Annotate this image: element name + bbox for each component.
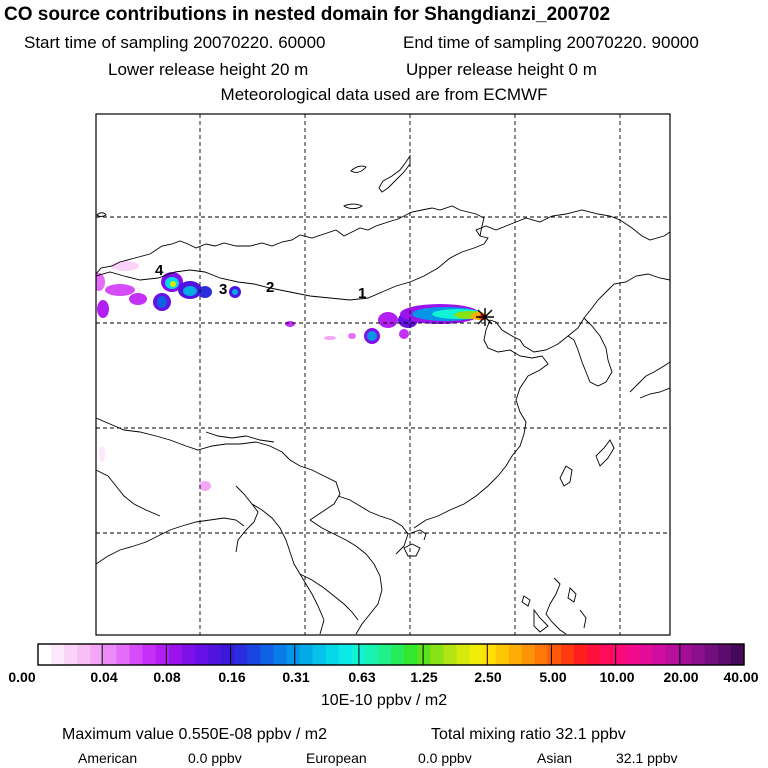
tick-label: 0.04: [90, 669, 118, 685]
color-swatch: [456, 644, 471, 665]
meteorological-source: Meteorological data used are from ECMWF: [220, 85, 548, 104]
color-swatch: [508, 644, 523, 665]
color-swatch: [404, 644, 418, 665]
color-swatch: [51, 644, 65, 665]
color-swatch: [717, 644, 732, 665]
color-swatch: [730, 644, 745, 665]
tick-label: 1.25: [410, 669, 438, 685]
star-icon: [476, 308, 494, 326]
color-swatch: [129, 644, 144, 665]
tick-label: 2.50: [474, 669, 502, 685]
color-swatch: [338, 644, 353, 665]
color-swatch: [495, 644, 510, 665]
color-swatch: [560, 644, 575, 665]
map-frame: [95, 113, 671, 636]
color-swatch: [103, 644, 118, 665]
color-swatch: [273, 644, 287, 665]
color-swatch: [469, 644, 484, 665]
tick-label: 10.00: [599, 669, 635, 685]
color-swatch: [443, 644, 457, 665]
color-swatch: [325, 644, 340, 665]
color-swatch: [587, 644, 601, 665]
color-swatch: [38, 644, 52, 665]
color-swatch: [142, 644, 157, 665]
color-swatch: [64, 644, 78, 665]
coastlines: [96, 154, 670, 635]
color-swatch: [482, 644, 497, 665]
color-swatch: [194, 644, 209, 665]
color-swatch: [613, 644, 627, 665]
color-swatch: [155, 644, 170, 665]
color-swatch: [652, 644, 667, 665]
color-swatch: [299, 644, 314, 665]
color-swatch: [77, 644, 91, 665]
asian-value: 32.1 ppbv: [616, 750, 678, 766]
color-swatch: [181, 644, 196, 665]
color-swatch: [168, 644, 183, 665]
color-swatch: [364, 644, 379, 665]
plot-title: CO source contributions in nested domain…: [4, 4, 611, 25]
start-time: Start time of sampling 20070220. 60000: [24, 33, 326, 52]
color-swatch: [90, 644, 104, 665]
color-scale-bar: [37, 643, 745, 666]
color-swatch: [547, 644, 562, 665]
tick-label: 40.00: [723, 669, 759, 685]
tick-label: 0.16: [218, 669, 246, 685]
color-swatch: [391, 644, 405, 665]
color-swatch: [691, 644, 706, 665]
asian-label: Asian: [537, 750, 573, 766]
color-swatch: [247, 644, 261, 665]
color-swatch: [626, 644, 640, 665]
total-mixing-ratio: Total mixing ratio 32.1 ppbv: [431, 726, 626, 743]
graticule: [96, 114, 670, 635]
color-swatch: [639, 644, 654, 665]
color-swatch: [234, 644, 248, 665]
color-swatch: [430, 644, 444, 665]
tick-label: 0.63: [348, 669, 376, 685]
color-swatch: [704, 644, 719, 665]
sector-label-1: 1: [358, 285, 366, 302]
end-time: End time of sampling 20070220. 90000: [403, 33, 699, 52]
color-scale-frame: [37, 643, 745, 666]
tick-label: 0.31: [282, 669, 310, 685]
color-scale-units: 10E-10 ppbv / m2: [320, 692, 448, 709]
sector-label-3: 3: [219, 281, 227, 298]
upper-release-height: Upper release height 0 m: [406, 60, 597, 79]
maximum-value: Maximum value 0.550E-08 ppbv / m2: [62, 726, 328, 743]
european-value: 0.0 ppbv: [418, 750, 472, 766]
american-value: 0.0 ppbv: [188, 750, 242, 766]
american-label: American: [78, 750, 138, 766]
color-swatch: [221, 644, 235, 665]
color-swatch: [574, 644, 588, 665]
color-swatch: [286, 644, 301, 665]
color-swatch: [377, 644, 392, 665]
color-swatch: [260, 644, 274, 665]
color-swatch: [417, 644, 431, 665]
tick-label: 20.00: [663, 669, 699, 685]
tick-label: 0.08: [153, 669, 181, 685]
color-swatch: [665, 644, 680, 665]
tick-label: 5.00: [539, 669, 567, 685]
sector-label-4: 4: [155, 262, 164, 279]
european-label: European: [306, 750, 367, 766]
lower-release-height: Lower release height 20 m: [108, 60, 309, 79]
color-swatch: [521, 644, 536, 665]
sector-label-2: 2: [266, 279, 274, 296]
color-swatch: [678, 644, 693, 665]
plume-field: [96, 261, 487, 491]
color-swatch: [600, 644, 614, 665]
color-swatch: [312, 644, 327, 665]
color-swatch: [116, 644, 131, 665]
color-swatch: [207, 644, 222, 665]
color-swatch: [534, 644, 549, 665]
tick-label: 0.00: [8, 669, 36, 685]
